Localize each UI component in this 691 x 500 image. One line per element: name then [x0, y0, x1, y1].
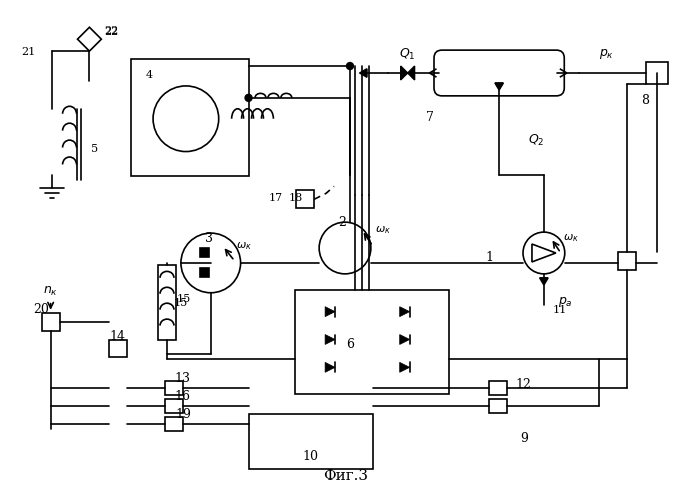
Bar: [109, 340, 127, 357]
Text: 3: 3: [205, 232, 213, 244]
Polygon shape: [325, 362, 335, 372]
Polygon shape: [540, 278, 548, 285]
Text: 11: 11: [553, 304, 567, 314]
Text: 14: 14: [109, 330, 125, 343]
Bar: [131, 59, 249, 176]
Circle shape: [523, 232, 565, 274]
Text: 19: 19: [175, 408, 191, 420]
Text: 22: 22: [104, 26, 118, 36]
Text: 7: 7: [426, 111, 433, 124]
Circle shape: [153, 86, 219, 152]
Bar: [296, 190, 314, 208]
Bar: [249, 414, 373, 469]
Polygon shape: [408, 66, 415, 80]
Text: 22: 22: [104, 27, 118, 37]
Circle shape: [319, 222, 371, 274]
Text: 21: 21: [21, 47, 36, 57]
Text: 17: 17: [268, 194, 283, 203]
Bar: [646, 62, 668, 84]
Text: 2: 2: [338, 216, 346, 228]
Bar: [41, 312, 59, 330]
Text: 9: 9: [520, 432, 528, 446]
Polygon shape: [532, 244, 556, 262]
Text: 1: 1: [485, 252, 493, 264]
Text: $\omega_к$: $\omega_к$: [236, 240, 252, 252]
Circle shape: [245, 94, 252, 102]
Circle shape: [346, 62, 354, 70]
Text: $Q_1$: $Q_1$: [399, 46, 416, 62]
Text: $Q_2$: $Q_2$: [528, 133, 544, 148]
Polygon shape: [325, 334, 335, 344]
Text: 18: 18: [288, 194, 303, 203]
Text: 5: 5: [91, 144, 98, 154]
Bar: [489, 399, 507, 413]
Bar: [165, 417, 183, 431]
Text: 20: 20: [32, 303, 48, 316]
Text: $\omega_к$: $\omega_к$: [375, 224, 391, 236]
Circle shape: [181, 233, 240, 293]
Text: 15: 15: [177, 294, 191, 304]
Polygon shape: [401, 66, 408, 80]
Text: 4: 4: [146, 70, 153, 80]
Polygon shape: [325, 306, 335, 316]
Text: 6: 6: [346, 338, 354, 351]
Polygon shape: [360, 69, 367, 77]
Text: $p_а$: $p_а$: [558, 294, 573, 308]
Bar: [200, 248, 209, 257]
Polygon shape: [77, 27, 102, 51]
Polygon shape: [495, 83, 503, 90]
Text: Фиг.3: Фиг.3: [323, 468, 368, 482]
Bar: [295, 290, 449, 394]
Bar: [618, 252, 636, 270]
Bar: [200, 268, 209, 277]
Text: 12: 12: [515, 378, 531, 391]
Bar: [165, 399, 183, 413]
Text: 8: 8: [641, 94, 650, 108]
FancyBboxPatch shape: [434, 50, 565, 96]
Polygon shape: [399, 362, 410, 372]
Polygon shape: [399, 334, 410, 344]
Bar: [158, 265, 176, 340]
Bar: [489, 382, 507, 395]
Text: $p_к$: $p_к$: [599, 47, 614, 61]
Polygon shape: [399, 306, 410, 316]
Text: 10: 10: [302, 450, 318, 464]
Text: 13: 13: [175, 372, 191, 385]
Text: $n_к$: $n_к$: [43, 285, 58, 298]
Text: $\omega_к$: $\omega_к$: [562, 232, 578, 244]
Bar: [165, 382, 183, 395]
Text: 15: 15: [174, 298, 188, 308]
Text: 16: 16: [175, 390, 191, 402]
